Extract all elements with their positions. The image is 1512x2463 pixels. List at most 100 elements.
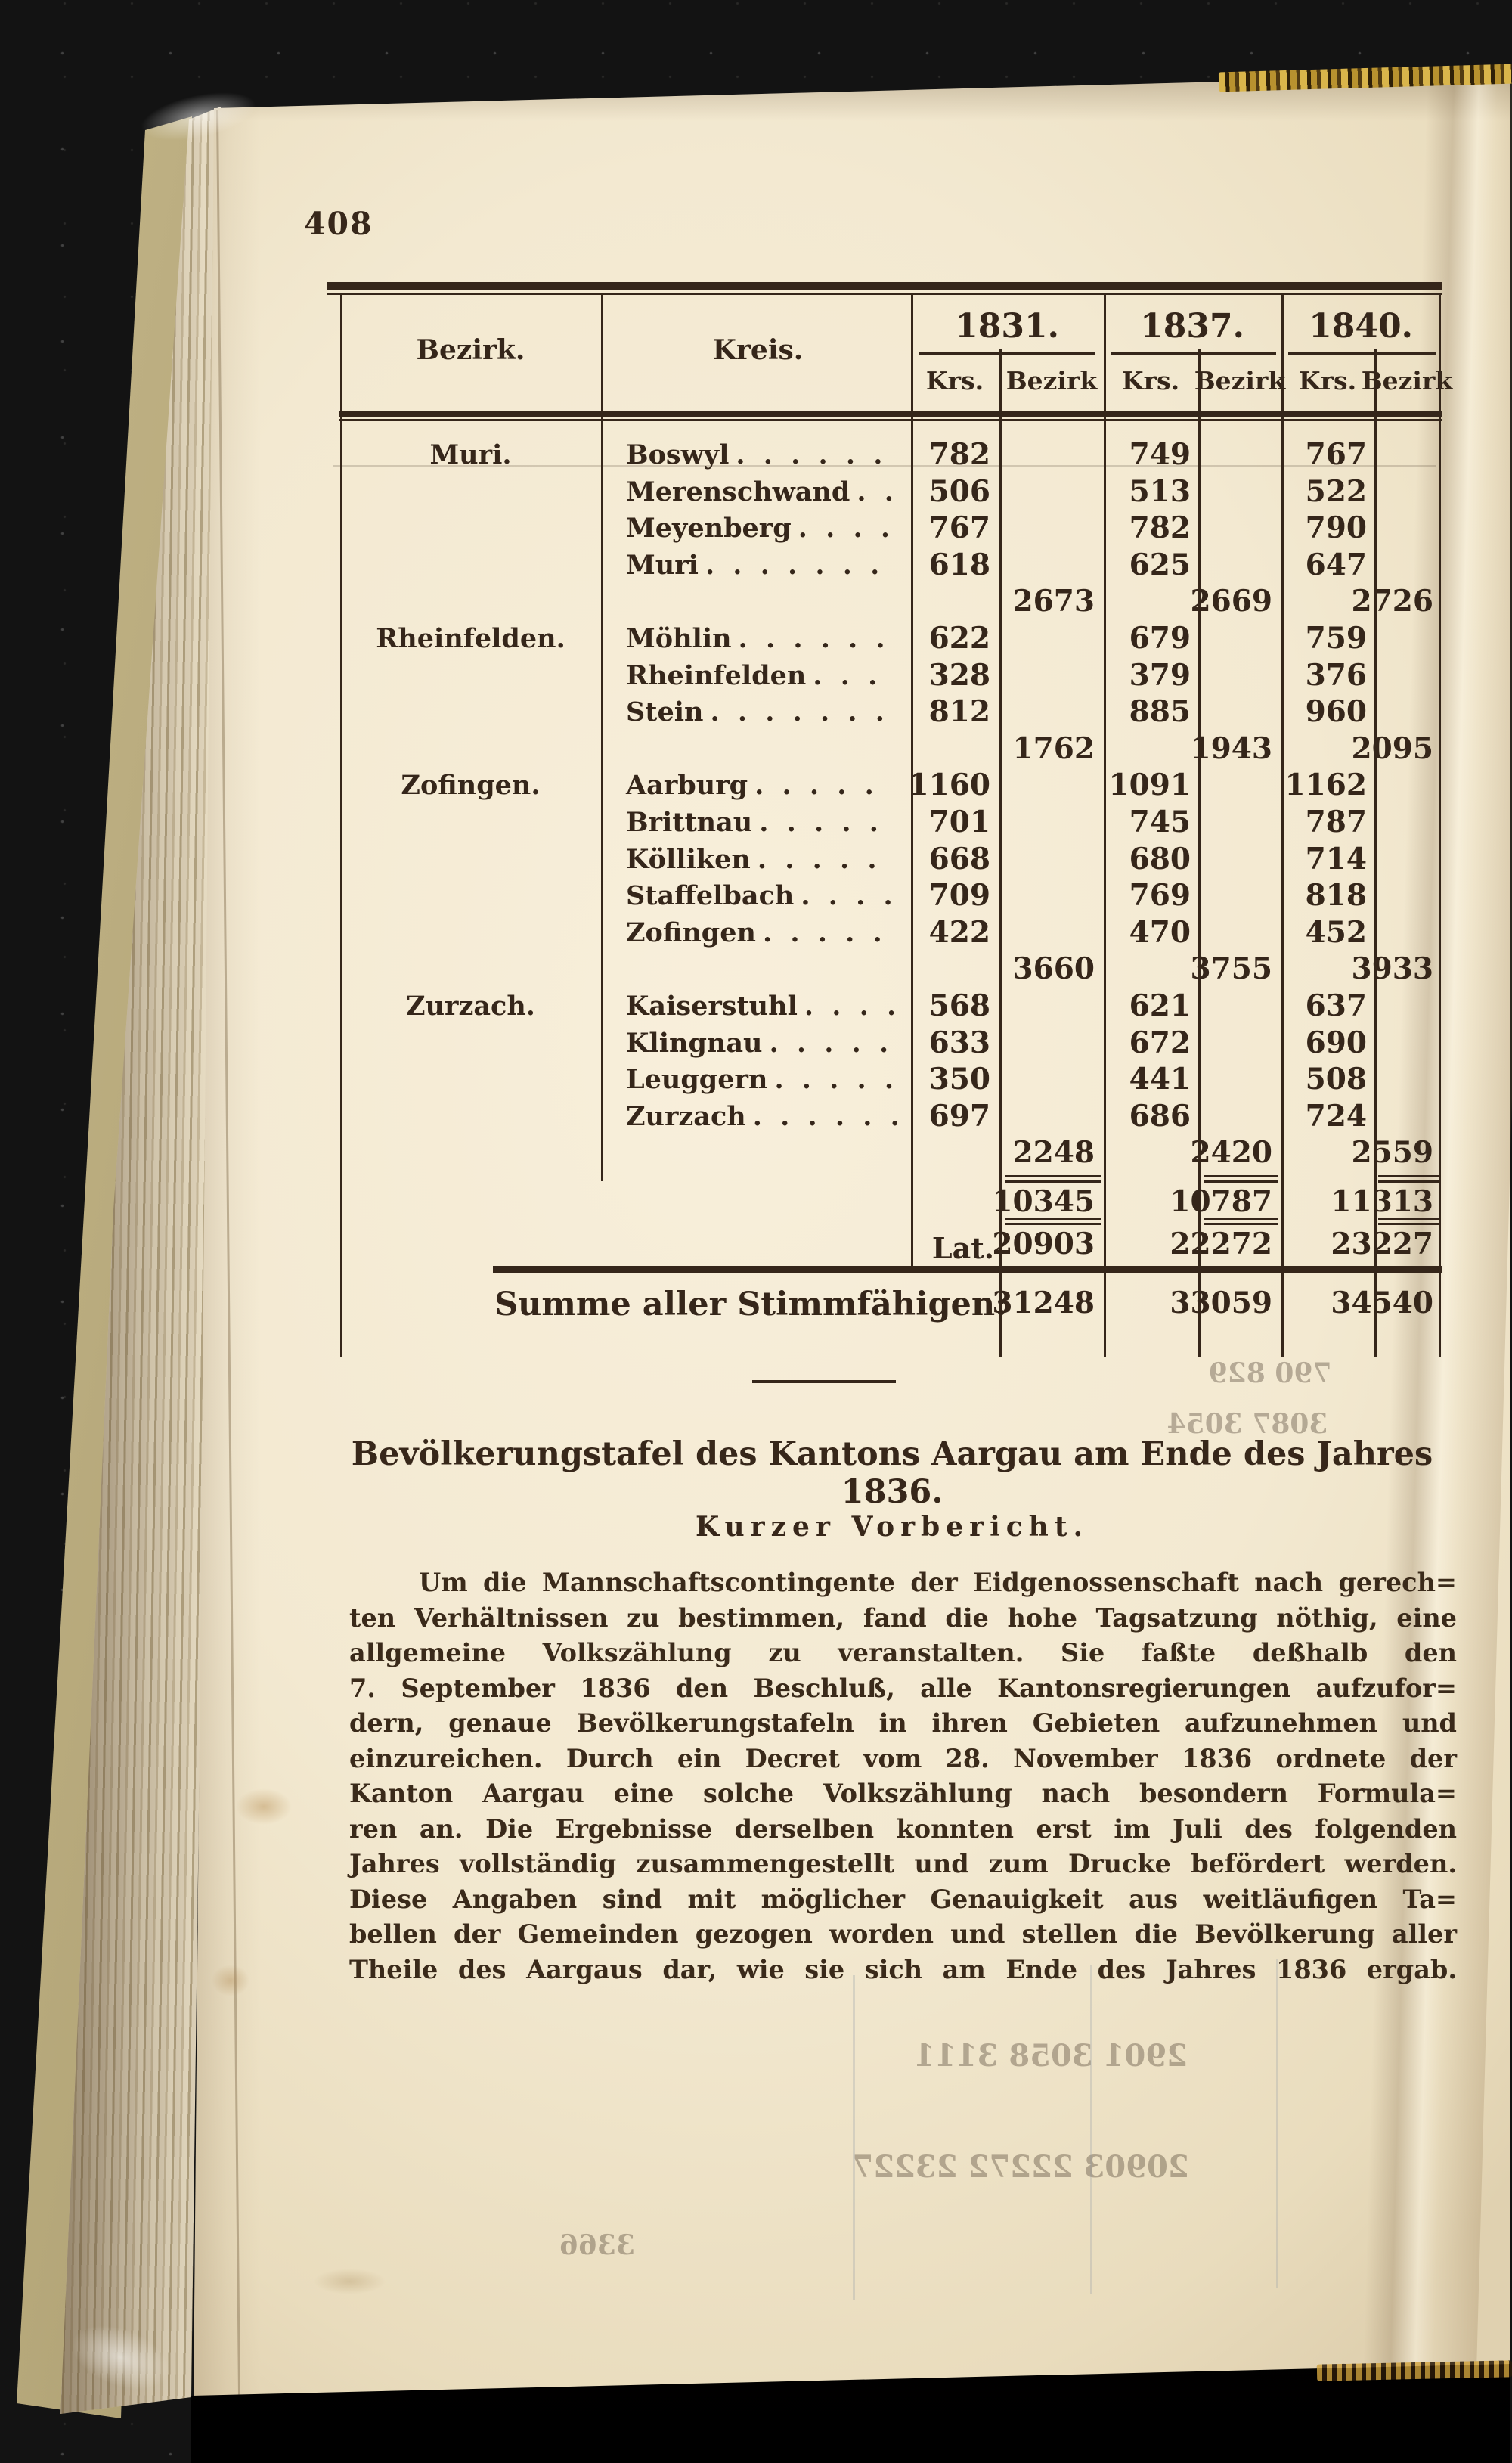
krs-value: 782 — [1129, 510, 1191, 545]
krs-value: 1091 — [1108, 768, 1191, 802]
bezirk-total: 2420 — [1190, 1135, 1272, 1170]
paragraph-line: bellen der Gemeinden gezogen worden und … — [349, 1919, 1457, 1949]
subsection-heading: Kurzer Vorbericht. — [695, 1511, 1089, 1543]
krs-value: 452 — [1305, 915, 1367, 950]
krs-value: 441 — [1129, 1062, 1191, 1097]
table-hrule — [1005, 1175, 1101, 1177]
krs-value: 637 — [1305, 988, 1367, 1023]
bezirk-label: Zofingen. — [401, 770, 541, 801]
bezirk-total: 2248 — [1012, 1135, 1095, 1170]
krs-value: 647 — [1305, 548, 1367, 582]
col-header-kreis: Kreis. — [712, 334, 804, 366]
foxing-spot — [314, 2269, 386, 2294]
foxing-spot — [236, 1788, 292, 1825]
krs-value: 701 — [928, 805, 990, 839]
kreis-cell: Möhlin. . . . . . — [626, 623, 890, 654]
lat-total: 22272 — [1170, 1227, 1272, 1261]
kreis-cell: Boswyl. . . . . . — [626, 439, 888, 470]
table-hrule — [1378, 1180, 1439, 1183]
krs-value: 379 — [1129, 658, 1191, 693]
paragraph-line: ten Verhältnissen zu bestimmen, fand die… — [349, 1602, 1457, 1633]
show-through-rule — [1276, 1959, 1278, 2288]
col-subheader-krs: Krs. — [1121, 366, 1180, 396]
krs-value: 714 — [1305, 842, 1367, 876]
krs-value: 885 — [1129, 694, 1191, 729]
bezirk-total: 2669 — [1190, 584, 1272, 619]
kreis-cell: Staffelbach. . . . — [626, 880, 897, 911]
krs-value: 690 — [1305, 1025, 1367, 1060]
col-subheader-bezirk: Bezirk — [1361, 366, 1453, 396]
krs-value: 350 — [928, 1062, 990, 1097]
krs-value: 745 — [1129, 805, 1191, 839]
table-hrule — [1288, 352, 1436, 355]
show-through-rule — [853, 1975, 855, 2300]
page-total: 11313 — [1331, 1184, 1433, 1219]
col-header-year: 1840. — [1309, 307, 1413, 346]
show-through-text: 790 829 — [1208, 1357, 1332, 1389]
krs-value: 633 — [928, 1025, 990, 1060]
table-hrule — [1204, 1175, 1278, 1177]
krs-value: 622 — [928, 621, 990, 656]
bezirk-total: 3933 — [1351, 951, 1433, 986]
paragraph-line: 7. September 1836 den Beschluß, alle Kan… — [349, 1673, 1457, 1703]
bezirk-total: 2095 — [1351, 731, 1433, 766]
col-subheader-krs: Krs. — [925, 366, 984, 396]
bezirk-total: 2673 — [1012, 584, 1095, 619]
bezirk-label: Zurzach. — [406, 991, 535, 1022]
krs-value: 680 — [1129, 842, 1191, 876]
bezirk-total: 3660 — [1012, 951, 1095, 986]
table-vrule — [340, 295, 342, 1357]
summe-value: 31248 — [992, 1286, 1095, 1320]
table-hrule — [1005, 1218, 1101, 1220]
krs-value: 508 — [1305, 1062, 1367, 1097]
show-through-text: 2901 3058 3111 — [914, 2038, 1188, 2074]
show-through-text: 3366 — [559, 2229, 636, 2261]
krs-value: 422 — [928, 915, 990, 950]
table-vrule — [1198, 349, 1201, 1357]
kreis-cell: Brittnau. . . . . — [626, 807, 883, 838]
table-hrule — [1204, 1180, 1278, 1183]
paragraph-line: einzureichen. Durch ein Decret vom 28. N… — [349, 1743, 1457, 1773]
summe-value: 34540 — [1331, 1286, 1433, 1320]
krs-value: 376 — [1305, 658, 1367, 693]
table-hrule — [1378, 1218, 1439, 1220]
kreis-cell: Klingnau. . . . . — [626, 1028, 894, 1059]
table-vrule — [601, 295, 603, 1181]
table-hrule — [1005, 1223, 1101, 1225]
col-header-year: 1831. — [955, 307, 1059, 346]
bezirk-label: Muri. — [429, 439, 512, 470]
krs-value: 960 — [1305, 694, 1367, 729]
table-vrule — [1439, 295, 1441, 1357]
vorbericht-paragraph: Um die Mannschaftscontingente der Eidgen… — [349, 1565, 1457, 1987]
krs-value: 1162 — [1284, 768, 1367, 802]
kreis-cell: Stein. . . . . . . — [626, 696, 889, 727]
krs-value: 686 — [1129, 1099, 1191, 1134]
paragraph-line: dern, genaue Bevölkerungstafeln in ihren… — [349, 1708, 1457, 1738]
krs-value: 328 — [928, 658, 990, 693]
krs-value: 709 — [928, 878, 990, 913]
col-subheader-bezirk: Bezirk — [1005, 366, 1098, 396]
table-hrule — [919, 352, 1095, 355]
paragraph-line: Theile des Aargaus dar, wie sie sich am … — [349, 1954, 1457, 1984]
krs-value: 724 — [1305, 1099, 1367, 1134]
lat-label: Lat. — [931, 1231, 994, 1265]
table-hrule — [752, 1380, 896, 1383]
kreis-cell: Zurzach. . . . . . — [626, 1101, 904, 1132]
krs-value: 522 — [1305, 474, 1367, 509]
paragraph-line: allgemeine Volkszählung zu veranstalten.… — [349, 1638, 1457, 1667]
krs-value: 513 — [1129, 474, 1191, 509]
krs-value: 767 — [928, 510, 990, 545]
krs-value: 625 — [1129, 548, 1191, 582]
kreis-cell: Aarburg. . . . . — [626, 770, 878, 801]
section-heading: Bevölkerungstafel des Kantons Aargau am … — [351, 1435, 1433, 1511]
krs-value: 818 — [1305, 878, 1367, 913]
table-hrule — [339, 419, 1442, 421]
col-subheader-bezirk: Bezirk — [1194, 366, 1286, 396]
bezirk-total: 1943 — [1190, 731, 1272, 766]
paragraph-line: Jahres vollständig zusammengestellt und … — [349, 1849, 1457, 1878]
krs-value: 697 — [928, 1099, 990, 1134]
table-vrule — [999, 349, 1002, 1357]
page-total: 10787 — [1170, 1184, 1272, 1219]
